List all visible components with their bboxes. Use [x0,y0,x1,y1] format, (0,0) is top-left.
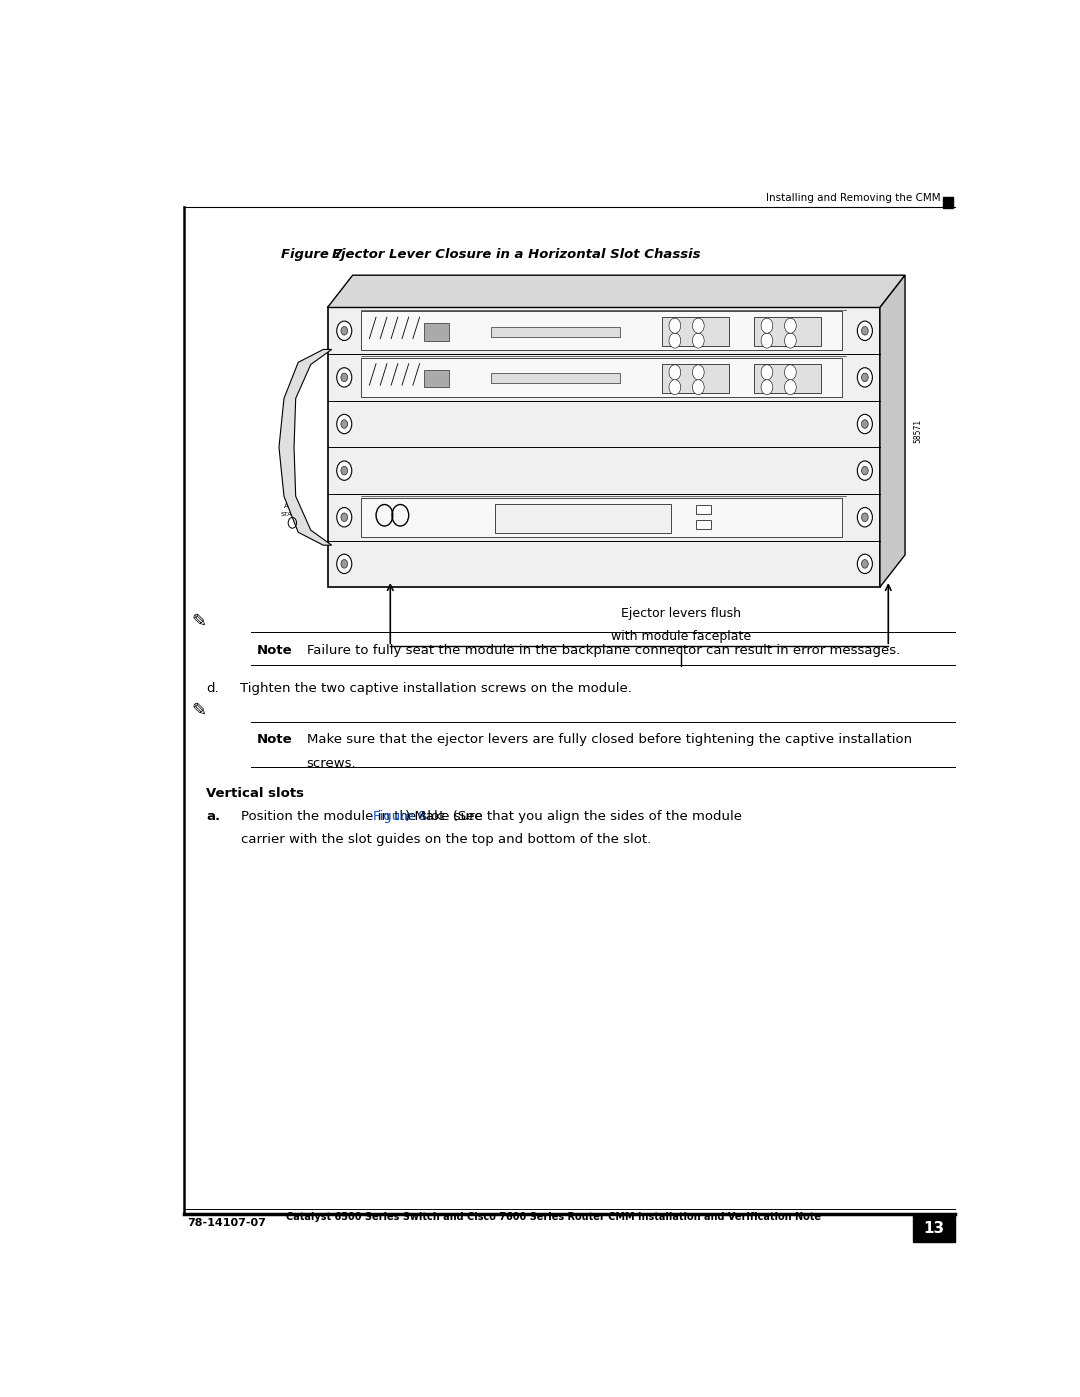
Circle shape [862,419,868,429]
Text: 78-14107-07: 78-14107-07 [188,1218,267,1228]
Bar [361,358,842,397]
Circle shape [862,327,868,335]
Bar [423,370,449,387]
Text: 58571: 58571 [913,419,922,443]
Circle shape [337,415,352,433]
Circle shape [669,332,680,348]
Bar [490,373,620,383]
Text: Catalyst 6500 Series Switch and Cisco 7600 Series Router CMM Installation and Ve: Catalyst 6500 Series Switch and Cisco 76… [286,1213,821,1222]
Bar [754,363,821,393]
Text: carrier with the slot guides on the top and bottom of the slot.: carrier with the slot guides on the top … [241,834,651,847]
Circle shape [858,367,873,387]
Circle shape [761,365,773,380]
Circle shape [341,467,348,475]
Text: with module faceplate: with module faceplate [611,630,752,643]
Circle shape [858,555,873,574]
Text: Failure to fully seat the module in the backplane connector can result in error : Failure to fully seat the module in the … [307,644,900,657]
Circle shape [761,380,773,395]
Text: 2: 2 [342,373,349,383]
Bar [914,1215,956,1242]
Circle shape [669,319,680,334]
Text: a.: a. [206,810,220,823]
Polygon shape [327,275,905,307]
Text: ✎: ✎ [191,612,206,630]
Circle shape [761,332,773,348]
Circle shape [337,461,352,481]
Bar [327,307,880,587]
Circle shape [337,555,352,574]
Polygon shape [279,349,332,545]
Polygon shape [880,275,905,587]
Text: Make sure that the ejector levers are fully closed before tightening the captive: Make sure that the ejector levers are fu… [307,733,912,746]
Text: Position the module in the slot. (See: Position the module in the slot. (See [241,810,487,823]
Bar [662,363,729,393]
Text: Tighten the two captive installation screws on the module.: Tighten the two captive installation scr… [240,682,632,694]
Bar [490,327,620,337]
Text: screws.: screws. [307,757,356,770]
Circle shape [337,321,352,341]
Text: STATUS: STATUS [281,513,303,517]
Text: Position the module in the slot. (See Figure 8.) Make sure that you align the si: Position the module in the slot. (See Fi… [241,810,881,823]
Circle shape [862,513,868,521]
Circle shape [862,373,868,381]
Text: Ejector Lever Closure in a Horizontal Slot Chassis: Ejector Lever Closure in a Horizontal Sl… [332,249,700,261]
Circle shape [784,365,796,380]
Circle shape [341,373,348,381]
Circle shape [784,319,796,334]
Text: Ejector levers flush: Ejector levers flush [621,606,741,619]
Text: Alrm: Alrm [284,503,300,509]
Bar [696,506,711,514]
Bar [696,520,711,529]
Text: 1: 1 [342,326,349,335]
Circle shape [669,380,680,395]
Circle shape [337,367,352,387]
Text: d.: d. [206,682,219,694]
Circle shape [692,380,704,395]
Circle shape [341,327,348,335]
Circle shape [761,319,773,334]
Circle shape [337,507,352,527]
Text: 6: 6 [342,559,349,569]
Circle shape [784,380,796,395]
Circle shape [341,419,348,429]
Text: Note: Note [256,733,292,746]
Bar [361,312,842,351]
Bar [754,317,821,346]
Circle shape [858,415,873,433]
Bar [423,323,449,341]
Text: Figure 8: Figure 8 [374,810,427,823]
Circle shape [784,332,796,348]
Circle shape [692,319,704,334]
Text: ✎: ✎ [191,701,206,719]
Text: Installing and Removing the CMM: Installing and Removing the CMM [766,193,941,203]
Text: .) Make sure that you align the sides of the module: .) Make sure that you align the sides of… [401,810,742,823]
Text: Note: Note [256,644,292,657]
Circle shape [669,365,680,380]
Text: 13: 13 [923,1221,945,1236]
Text: 5: 5 [342,513,349,522]
Circle shape [858,507,873,527]
Circle shape [858,321,873,341]
Bar [943,197,953,208]
Bar [361,497,842,536]
Circle shape [862,467,868,475]
Text: Vertical slots: Vertical slots [206,788,305,800]
Bar [495,503,671,532]
Circle shape [692,332,704,348]
Circle shape [858,461,873,481]
Text: 3: 3 [342,419,349,429]
Text: 4: 4 [342,465,349,475]
Circle shape [341,560,348,569]
Bar [662,317,729,346]
Text: Figure 7: Figure 7 [282,249,343,261]
Circle shape [692,365,704,380]
Circle shape [862,560,868,569]
Circle shape [341,513,348,521]
